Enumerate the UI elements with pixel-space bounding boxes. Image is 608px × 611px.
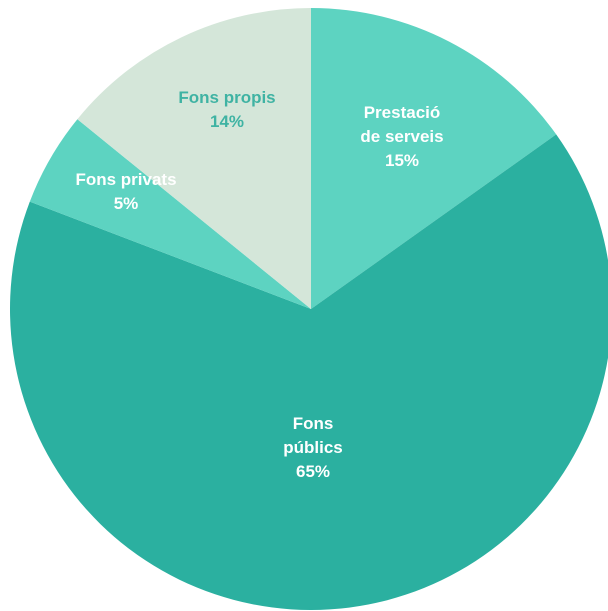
slice-name: Fons xyxy=(293,414,334,433)
pie-labels: Prestació de serveis 15%Fons públics 65%Fons… xyxy=(75,88,443,481)
pie-slices xyxy=(10,8,608,610)
slice-percent: 65% xyxy=(296,462,330,481)
slice-name: Fons privats xyxy=(75,170,176,189)
slice-name: de serveis xyxy=(360,127,443,146)
pie-slice xyxy=(311,8,557,309)
slice-percent: 14% xyxy=(210,112,244,131)
slice-name: Prestació xyxy=(364,103,441,122)
slice-label: Fons públics 65% xyxy=(283,414,343,481)
slice-label: Fons privats 5% xyxy=(75,170,176,213)
pie-slice xyxy=(77,8,311,309)
slice-name: Fons propis xyxy=(178,88,275,107)
slice-percent: 5% xyxy=(114,194,139,213)
slice-name: públics xyxy=(283,438,343,457)
pie-slice xyxy=(29,119,311,309)
slice-label: Fons propis 14% xyxy=(178,88,275,131)
pie-slice xyxy=(10,134,608,610)
slice-label: Prestació de serveis 15% xyxy=(360,103,443,170)
slice-percent: 15% xyxy=(385,151,419,170)
